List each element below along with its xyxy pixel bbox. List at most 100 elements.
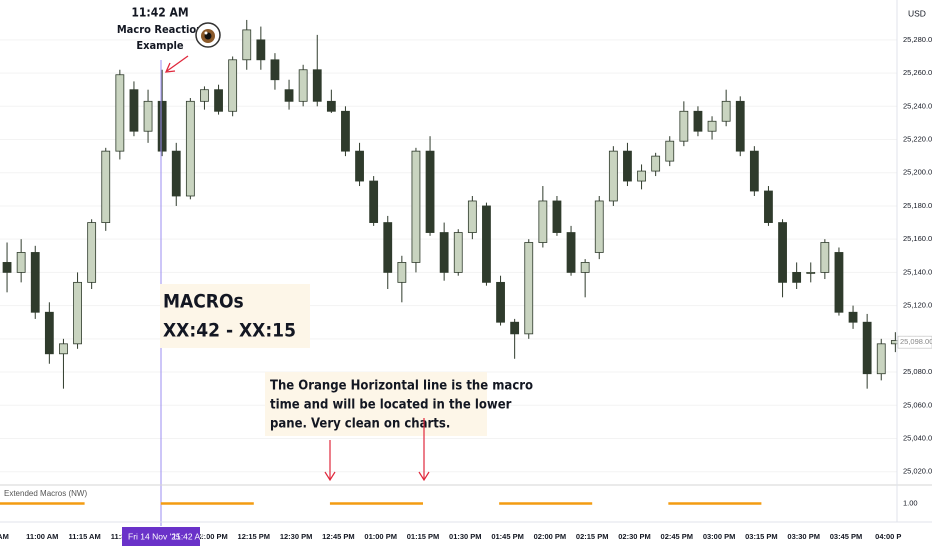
x-tick-label: 12:30 PM xyxy=(280,532,313,541)
candle-body xyxy=(806,271,816,274)
last-price-label: 25,098.00 xyxy=(900,337,932,346)
x-tick-label: 12:15 PM xyxy=(238,532,271,541)
crosshair-badge xyxy=(122,527,200,546)
candle-body xyxy=(312,69,322,102)
candle-body xyxy=(157,100,167,152)
candle-body xyxy=(848,311,858,323)
candle-body xyxy=(580,262,590,273)
candle-body xyxy=(383,222,393,273)
x-tick-label: 5 AM xyxy=(0,532,9,541)
y-tick-label: 25,220.00 xyxy=(903,135,932,144)
x-tick-label: 02:15 PM xyxy=(576,532,609,541)
candle-body xyxy=(453,232,463,273)
x-tick-label: 03:30 PM xyxy=(787,532,820,541)
x-tick-label: 01:30 PM xyxy=(449,532,482,541)
candle-body xyxy=(510,321,520,335)
x-tick-label: 04:00 P xyxy=(875,532,901,541)
candle-body xyxy=(44,311,54,355)
candle-body xyxy=(256,39,266,61)
candle-body xyxy=(594,200,604,253)
candle-body xyxy=(665,140,675,162)
y-tick-label: 25,260.00 xyxy=(903,68,932,77)
candle-body xyxy=(862,321,872,375)
eye-icon xyxy=(195,22,221,48)
note-line: The Orange Horizontal line is the macro xyxy=(270,379,533,394)
last-price-box xyxy=(897,335,932,349)
x-tick-label: 01:00 PM xyxy=(364,532,397,541)
candle-body xyxy=(73,281,82,345)
candle-body xyxy=(693,110,703,132)
candle-body xyxy=(87,222,97,283)
y-tick-label: 25,060.00 xyxy=(903,400,932,409)
badge-time: 11:42 AM xyxy=(172,531,207,541)
x-tick-label: 11:15 AM xyxy=(68,532,100,541)
candle-body xyxy=(115,74,125,152)
x-tick-label: 02:45 PM xyxy=(661,532,694,541)
y-tick-label: 25,120.00 xyxy=(903,301,932,310)
y-tick-label: 25,240.00 xyxy=(903,101,932,110)
candle-body xyxy=(101,150,111,223)
y-tick-label: 25,020.00 xyxy=(903,467,932,476)
macros-box xyxy=(160,284,310,348)
candle-body xyxy=(185,100,195,197)
y-tick-label: 25,080.00 xyxy=(903,367,932,376)
candle-body xyxy=(778,222,787,283)
candle-body xyxy=(820,242,830,273)
annotation-line: Macro Reaction xyxy=(117,23,203,36)
candle-body xyxy=(411,150,421,263)
macros-range: XX:42 - XX:15 xyxy=(163,320,296,342)
candle-body xyxy=(171,150,181,197)
candle-body xyxy=(623,150,632,182)
candle-body xyxy=(834,252,844,313)
candle-body xyxy=(200,89,209,102)
pane-label: Extended Macros (NW) xyxy=(4,489,87,498)
candle-body xyxy=(59,343,68,355)
note-arrows xyxy=(324,418,430,482)
badge-date: Fri 14 Nov '25 xyxy=(128,531,181,541)
note-box xyxy=(265,372,487,436)
candle-body xyxy=(679,110,689,142)
candle-body xyxy=(326,100,336,112)
x-tick-label: 03:00 PM xyxy=(703,532,736,541)
x-tick-label: 03:45 PM xyxy=(830,532,863,541)
candle-body xyxy=(749,150,759,192)
candle-body xyxy=(637,170,646,182)
candle-body xyxy=(341,110,350,152)
candles xyxy=(2,19,900,389)
candle-body xyxy=(439,232,449,273)
candle-body xyxy=(143,100,153,132)
annotation-line: 11:42 AM xyxy=(131,6,188,20)
y-tick-label: 25,200.00 xyxy=(903,168,932,177)
candle-body xyxy=(2,262,12,273)
note-line: time and will be located in the lower xyxy=(270,398,512,413)
candle-body xyxy=(876,343,886,375)
candle-body xyxy=(764,190,773,223)
candle-body xyxy=(651,155,661,172)
x-tick-label: 03:15 PM xyxy=(745,532,778,541)
annotation-line: Example xyxy=(136,39,184,52)
candle-body xyxy=(425,150,435,233)
y-tick-label: 25,160.00 xyxy=(903,234,932,243)
y-tick-label: 25,280.00 xyxy=(903,35,932,44)
x-tick-label: 11:00 AM xyxy=(26,532,58,541)
y-tick-label: 25,140.00 xyxy=(903,267,932,276)
macros-title: MACROs xyxy=(163,291,244,313)
x-tick-label: 01:15 PM xyxy=(407,532,440,541)
candle-body xyxy=(369,180,379,223)
y-tick-label: 25,180.00 xyxy=(903,201,932,210)
candle-body xyxy=(792,271,802,283)
candle-body xyxy=(397,262,407,283)
candle-body xyxy=(538,200,548,243)
candle-body xyxy=(129,89,139,132)
candle-body xyxy=(707,120,717,132)
candle-body xyxy=(298,69,308,102)
annotation-arrow xyxy=(164,55,189,73)
candle-body xyxy=(467,200,477,233)
x-tick-label: 02:30 PM xyxy=(618,532,651,541)
candle-body xyxy=(270,59,280,81)
candle-body xyxy=(735,100,745,152)
candle-body xyxy=(524,242,534,335)
candle-body xyxy=(214,89,223,112)
